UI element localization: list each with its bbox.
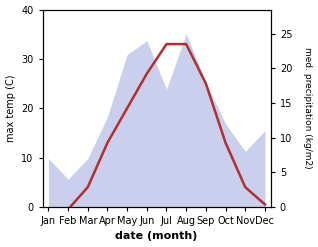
X-axis label: date (month): date (month)	[115, 231, 198, 242]
Y-axis label: max temp (C): max temp (C)	[5, 74, 16, 142]
Y-axis label: med. precipitation (kg/m2): med. precipitation (kg/m2)	[303, 47, 313, 169]
